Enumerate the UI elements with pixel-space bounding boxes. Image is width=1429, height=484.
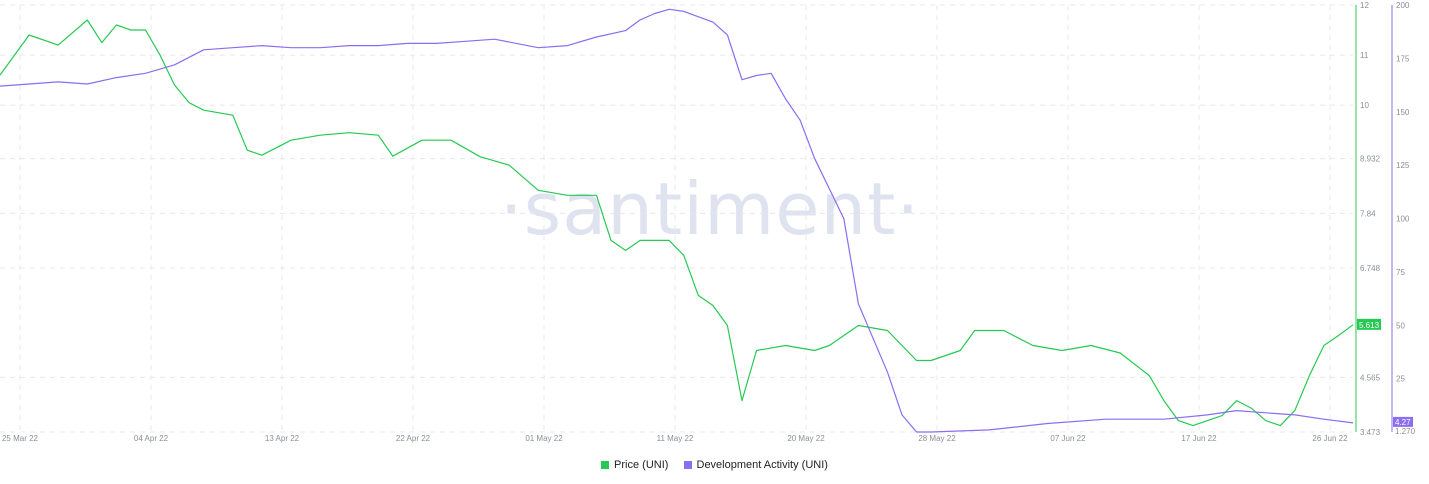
x-tick-label: 17 Jun 22 [1181,434,1217,443]
dev-tick-label: 25 [1396,375,1405,384]
price-tick-label: 4.565 [1360,373,1381,382]
grid [0,4,1353,433]
price-swatch [601,461,610,469]
x-tick-label: 28 May 22 [918,434,956,443]
series-layer [0,8,1354,433]
dev-activity-series-line [0,8,1354,433]
dev-axis-extra-label: 1.270 [1395,427,1416,436]
price-tick-label: 12 [1360,1,1369,10]
legend: Price (UNI) Development Activity (UNI) [0,459,1429,472]
x-tick-label: 07 Jun 22 [1050,434,1086,443]
dev-value-badge [1393,416,1413,427]
x-tick-label: 25 Mar 22 [2,434,39,443]
dev-tick-label: 125 [1396,161,1410,170]
x-tick-label: 26 Jun 22 [1312,434,1348,443]
price-series-line [0,19,1354,427]
price-tick-label: 11 [1360,51,1369,60]
price-axis: 12 11 10 8.932 7.84 6.748 4.565 3.473 [1355,1,1381,437]
dev-activity-axis: 200 175 150 125 100 75 50 25 1.270 [1391,1,1416,436]
santiment-watermark: ·santiment· [500,167,921,251]
x-axis: 25 Mar 22 04 Apr 22 13 Apr 22 22 Apr 22 01 M… [2,434,1348,443]
x-tick-label: 13 Apr 22 [265,434,300,443]
price-tick-label: 6.748 [1360,264,1381,273]
dev-value-text: 4.27 [1395,418,1411,427]
legend-label-price: Price (UNI) [614,459,669,471]
x-tick-label: 01 May 22 [525,434,563,443]
price-value-badge [1357,318,1381,330]
price-tick-label: 3.473 [1360,428,1381,437]
x-tick-label: 22 Apr 22 [396,434,431,443]
x-tick-label: 20 May 22 [787,434,825,443]
x-tick-label: 11 May 22 [657,434,694,443]
legend-item-price[interactable]: Price (UNI) [601,459,668,471]
dev-tick-label: 50 [1396,321,1405,330]
value-badges: 5.613 4.27 [1357,318,1413,427]
dev-tick-label: 175 [1396,54,1410,63]
dev-tick-label: 200 [1396,1,1410,10]
legend-label-dev: Development Activity (UNI) [696,459,828,471]
dev-tick-label: 75 [1396,268,1405,277]
dev-swatch [683,461,692,469]
dev-tick-label: 100 [1396,215,1410,224]
price-tick-label: 10 [1360,101,1369,110]
x-tick-label: 04 Apr 22 [134,434,169,443]
price-value-text: 5.613 [1359,321,1380,330]
legend-item-dev[interactable]: Development Activity (UNI) [683,459,828,471]
dev-tick-label: 150 [1396,108,1410,117]
price-tick-label: 7.84 [1360,209,1376,218]
price-tick-label: 8.932 [1360,155,1381,164]
